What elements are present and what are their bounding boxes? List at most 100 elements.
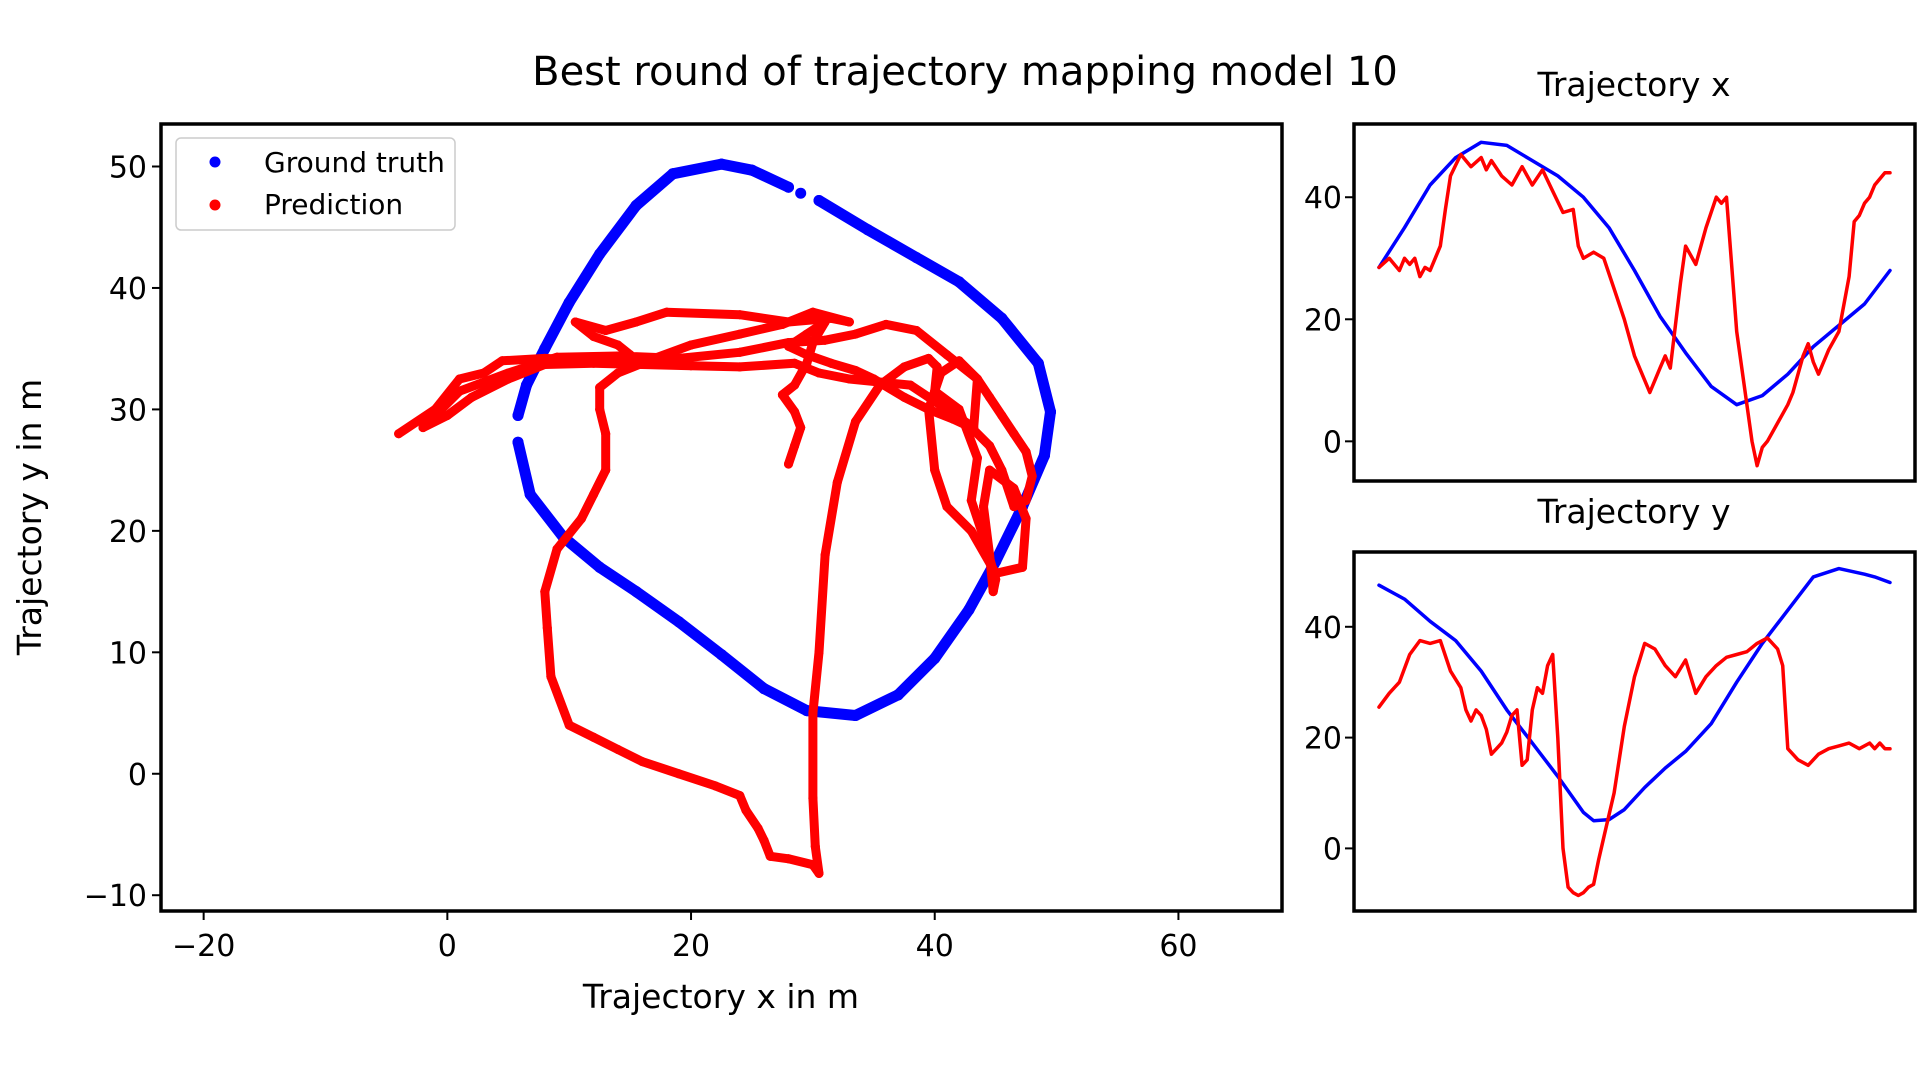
prediction-point xyxy=(784,459,793,469)
ground-truth-point xyxy=(512,410,524,421)
prediction-point xyxy=(595,404,605,414)
prediction-point xyxy=(899,392,909,402)
main-plot-marks xyxy=(394,158,1056,878)
prediction-segment xyxy=(979,502,995,560)
trajectory-y-prediction-line xyxy=(1377,636,1892,898)
prediction-point xyxy=(455,374,464,384)
ground-truth-segment xyxy=(673,616,727,661)
prediction-point xyxy=(637,360,647,369)
prediction-point xyxy=(844,374,854,384)
prediction-point xyxy=(808,708,818,718)
prediction-point xyxy=(808,338,818,348)
prediction-point xyxy=(601,465,611,475)
legend: Ground truth Prediction xyxy=(175,137,456,231)
prediction-point xyxy=(790,407,800,417)
prediction-point xyxy=(765,851,775,861)
ground-truth-point xyxy=(630,586,642,598)
prediction-segment xyxy=(674,769,720,791)
prediction-point xyxy=(997,411,1007,420)
trajectory-x-y-tick-label: 40 xyxy=(1304,181,1342,216)
prediction-point xyxy=(875,380,885,390)
prediction-point xyxy=(546,672,556,682)
prediction-point xyxy=(552,544,562,554)
ground-truth-segment xyxy=(892,652,941,701)
prediction-point xyxy=(631,317,641,327)
ground-truth-segment xyxy=(539,297,575,355)
prediction-point xyxy=(930,386,940,396)
legend-prediction-label: Prediction xyxy=(264,188,403,221)
main-y-tick-label: 0 xyxy=(128,758,147,793)
ground-truth-segment xyxy=(1038,406,1056,462)
prediction-point xyxy=(802,329,812,339)
prediction-point xyxy=(503,368,513,378)
main-y-axis-label: Trajectory y in m xyxy=(10,379,49,656)
ground-truth-point xyxy=(911,252,922,264)
ground-truth-point xyxy=(512,436,524,448)
prediction-point xyxy=(497,356,507,366)
prediction-point xyxy=(637,757,647,767)
legend-ground-truth-label: Ground truth xyxy=(264,146,445,179)
prediction-segment xyxy=(966,526,1001,578)
prediction-segment xyxy=(966,496,988,542)
prediction-segment xyxy=(546,672,574,730)
main-y-ticks: −10 0 10 20 30 40 50 xyxy=(84,151,161,914)
prediction-point xyxy=(540,360,550,369)
prediction-point xyxy=(710,781,720,791)
prediction-point xyxy=(808,860,818,870)
prediction-point xyxy=(814,647,824,657)
prediction-point xyxy=(753,823,763,833)
prediction-point xyxy=(979,502,988,512)
prediction-point xyxy=(832,477,842,487)
prediction-segment xyxy=(979,465,995,512)
prediction-segment xyxy=(467,374,513,402)
prediction-segment xyxy=(552,514,586,554)
prediction-segment xyxy=(735,319,787,339)
prediction-point xyxy=(784,341,793,351)
prediction-point xyxy=(942,502,952,512)
prediction-point xyxy=(1009,483,1019,493)
ground-truth-point xyxy=(783,181,794,193)
prediction-segment xyxy=(991,562,1027,578)
prediction-segment xyxy=(637,757,684,779)
ground-truth-point xyxy=(929,652,941,664)
ground-truth-point xyxy=(673,616,685,628)
prediction-segment xyxy=(808,793,820,852)
ground-truth-point xyxy=(892,689,904,701)
prediction-point xyxy=(650,353,659,363)
prediction-point xyxy=(930,465,940,475)
prediction-point xyxy=(966,526,976,536)
ground-truth-segment xyxy=(990,501,1028,567)
prediction-segment xyxy=(881,319,921,335)
prediction-point xyxy=(589,489,599,499)
trajectory-x-y-tick-label: 0 xyxy=(1323,425,1342,460)
main-x-tick-label: 40 xyxy=(916,929,954,964)
trajectory-x-marks xyxy=(1377,140,1892,468)
prediction-point xyxy=(948,414,958,424)
prediction-point xyxy=(735,347,745,357)
prediction-point xyxy=(954,404,964,414)
prediction-segment xyxy=(613,745,647,767)
main-x-tick-label: 0 xyxy=(438,929,457,964)
figure-title: Best round of trajectory mapping model 1… xyxy=(532,49,1398,95)
prediction-point xyxy=(418,423,428,433)
prediction-point xyxy=(589,332,599,341)
ground-truth-segment xyxy=(746,164,794,193)
prediction-point xyxy=(924,404,934,414)
ground-truth-point xyxy=(594,561,606,573)
ground-truth-point xyxy=(862,224,874,236)
prediction-point xyxy=(759,836,769,846)
prediction-segment xyxy=(442,392,477,420)
prediction-segment xyxy=(589,732,623,754)
prediction-point xyxy=(966,496,976,505)
prediction-point xyxy=(954,356,964,366)
trajectory-y-y-tick-label: 0 xyxy=(1323,832,1342,867)
main-x-ticks: −20 0 20 40 60 xyxy=(172,911,1198,964)
ground-truth-point xyxy=(746,164,758,176)
prediction-point xyxy=(810,842,820,852)
prediction-point xyxy=(851,329,860,339)
ground-truth-point xyxy=(667,168,679,180)
prediction-segment xyxy=(942,502,976,536)
ground-truth-segment xyxy=(996,312,1044,369)
prediction-segment xyxy=(899,392,934,414)
ground-truth-segment xyxy=(929,604,975,664)
